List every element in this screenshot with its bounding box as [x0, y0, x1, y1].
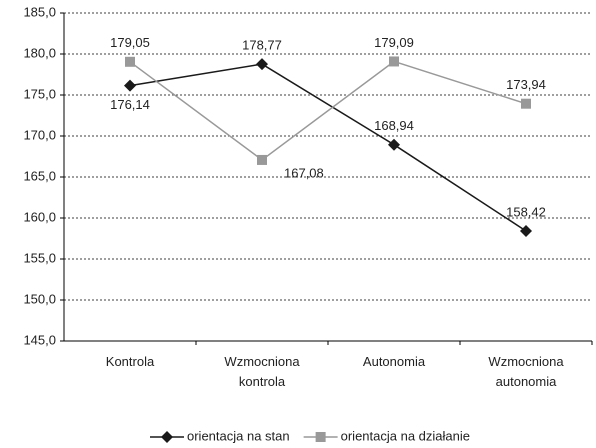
marker	[520, 224, 532, 237]
y-tick-label: 185,0	[23, 4, 56, 19]
data-label: 167,08	[284, 165, 324, 180]
y-tick-label: 150,0	[23, 291, 56, 306]
x-tick-label: Wzmocniona autonomia	[488, 354, 564, 389]
x-tick-label: Kontrola	[105, 354, 155, 369]
series-line	[129, 63, 527, 232]
y-tick-label: 165,0	[23, 168, 56, 183]
y-tick-label: 180,0	[23, 45, 56, 60]
marker	[257, 154, 267, 165]
data-label: 168,94	[374, 118, 414, 133]
data-label: 176,14	[110, 97, 150, 112]
marker	[125, 56, 135, 67]
marker	[256, 58, 268, 71]
data-label: 179,05	[110, 35, 150, 50]
marker	[124, 79, 136, 92]
marker	[161, 431, 173, 443]
y-tick-label: 170,0	[23, 127, 56, 142]
data-label: 179,09	[374, 35, 414, 50]
data-label: 178,77	[242, 38, 282, 53]
y-tick-label: 175,0	[23, 86, 56, 101]
y-tick-label: 145,0	[23, 332, 56, 347]
marker	[521, 98, 531, 109]
marker	[388, 138, 400, 151]
series-line	[129, 60, 527, 161]
marker	[389, 56, 399, 67]
y-tick-label: 160,0	[23, 209, 56, 224]
data-label: 173,94	[506, 77, 546, 92]
x-tick-label: Autonomia	[362, 354, 426, 369]
data-label: 158,42	[506, 204, 546, 219]
marker	[315, 432, 326, 442]
legend-label: orientacja na działanie	[341, 428, 470, 443]
y-tick-label: 155,0	[23, 250, 56, 265]
legend-label: orientacja na stan	[187, 428, 290, 443]
x-tick-label: Wzmocniona kontrola	[224, 354, 300, 389]
